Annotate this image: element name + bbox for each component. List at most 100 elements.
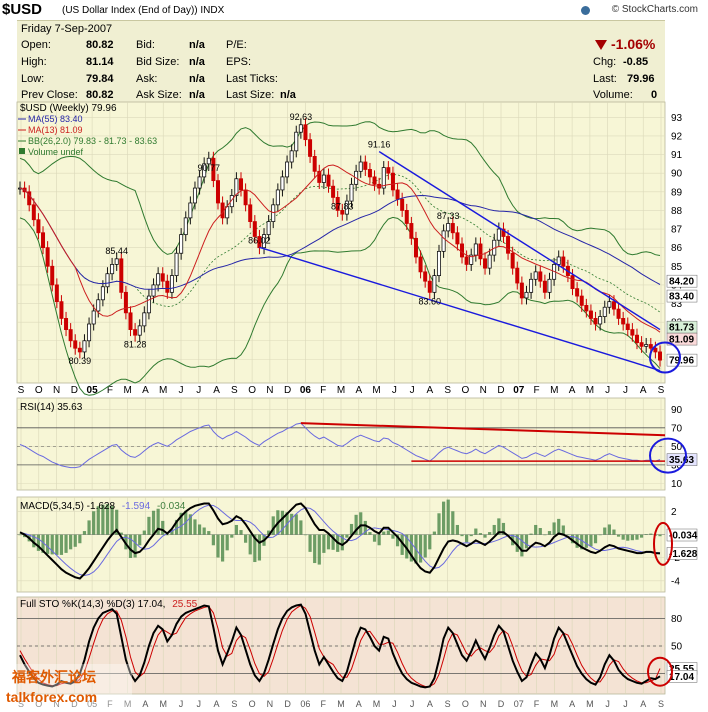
lower-trendline [259,246,661,372]
x-tick-label: O [462,385,470,396]
price-bar [133,329,138,336]
x-tick-label-bottom: A [356,699,362,709]
macd-histogram-bar [400,534,404,555]
price-bar [653,347,658,353]
x-tick-label-bottom: N [53,699,60,709]
price-y-tick-label: 83 [671,299,683,310]
macd-histogram-bar [110,506,114,535]
x-tick-label-bottom: S [658,699,664,709]
macd-histogram-bar [124,534,128,550]
price-bar [165,280,170,293]
price-bar [45,247,50,267]
macd-histogram-bar [92,511,96,535]
price-bar [160,273,165,282]
macd-legend-hist: -0.034 [157,501,186,512]
sto-legend: Full STO %K(14,3) %D(3) 17.04, 25.55 [20,599,198,610]
macd-histogram-bar [639,534,644,538]
x-tick-label-bottom: F [107,699,113,709]
macd-tag: -0.034 [669,531,698,542]
macd-histogram-bar [524,534,529,549]
price-bar [427,280,432,293]
price-tag-box [666,332,698,346]
macd-histogram-bar [515,534,519,552]
macd-histogram-bar [349,523,354,535]
x-tick-label-bottom: M [373,699,381,709]
macd-histogram-bar [119,532,123,535]
x-tick-label-bottom: S [18,699,24,709]
price-bar [188,202,193,219]
macd-histogram-bar [234,524,239,535]
x-tick-label: N [266,385,273,396]
macd-histogram-bar [82,531,87,535]
price-bar [598,316,603,325]
macd-histogram-bar [580,534,584,550]
x-tick-label-bottom: A [142,699,148,709]
x-tick-label: A [142,385,149,396]
macd-histogram-bar [363,520,367,535]
exchange-text: INDX [200,5,225,16]
x-tick-label: A [640,385,647,396]
price-tag: 83.40 [669,292,694,303]
macd-tag-box [666,528,698,542]
macd-histogram-bar [170,529,174,535]
macd-histogram-bar [359,512,363,535]
price-bar [395,189,400,200]
macd-histogram-bar [386,530,390,535]
macd-histogram-bar [547,531,552,535]
watermark-chinese: 福客外汇论坛 [11,669,96,685]
macd-histogram-bar [244,534,248,543]
x-tick-label-bottom: 05 [87,699,97,709]
macd-histogram-bar [128,534,133,558]
macd-histogram-bar [368,532,372,535]
macd-histogram-bar [133,534,137,558]
macd-histogram-bar [529,533,533,535]
price-bar [239,178,244,191]
price-bar [390,172,395,191]
price-bar [68,329,73,342]
x-tick-label: J [179,385,184,396]
rsi-line [19,422,661,469]
price-bar [372,176,377,185]
price-annotation: 86.02 [248,235,271,245]
x-tick-label-bottom: F [320,699,326,709]
ticker-description: (US Dollar Index (End of Day)) INDX [62,5,224,16]
price-bar [441,230,446,252]
x-tick-label: J [392,385,397,396]
price-bar [169,275,174,293]
x-tick-label: A [213,385,220,396]
change-percent: -1.06% [611,36,656,52]
x-tick-label-bottom: D [71,699,78,709]
macd-histogram-bar [73,534,77,547]
macd-histogram-bar [543,534,547,536]
price-tag-box [666,353,698,367]
x-tick-label-bottom: D [284,699,291,709]
macd-histogram-bar [303,534,308,536]
price-bar [303,124,308,141]
macd-histogram-bar [340,534,344,551]
price-bar [289,150,294,163]
macd-histogram-bar [469,534,473,537]
price-bar [206,157,211,165]
price-bar [469,254,474,265]
macd-histogram-bar [299,520,303,535]
price-bar [358,161,363,172]
price-tag: 79.96 [669,356,694,367]
change-label: Chg: [593,56,617,68]
x-tick-label-bottom: S [445,699,451,709]
macd-histogram-bar [188,514,192,535]
brand-link[interactable]: © StockCharts.com [611,4,698,15]
highlight-circle-sto [647,656,673,687]
x-tick-label: M [337,385,345,396]
bid-value: n/a [189,39,205,51]
price-bar [515,267,520,284]
x-tick-label: A [569,385,576,396]
price-bar [31,204,36,221]
macd-histogram-bar [331,534,335,550]
macd-histogram-bar [257,534,262,561]
macd-histogram-bar [658,534,662,537]
price-annotation: 80.39 [69,356,92,366]
price-annotation: 81.28 [124,340,147,350]
macd-line [19,502,661,580]
price-bar [156,273,161,286]
macd-histogram-bar [377,534,381,546]
